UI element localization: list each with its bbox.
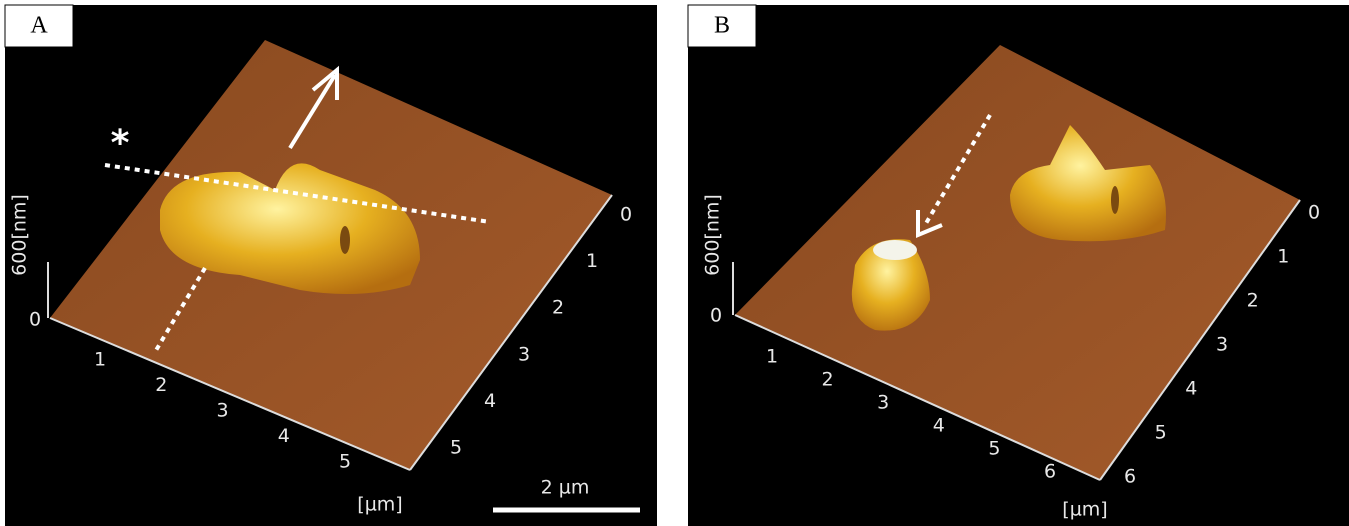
- y-tick-label: 2: [552, 297, 564, 319]
- y-tick-label: 4: [1185, 378, 1197, 400]
- y-tick-label: 4: [484, 390, 496, 412]
- y-tick-label: 5: [1155, 422, 1167, 444]
- y-tick-label: 0: [1308, 202, 1320, 224]
- y-tick-label: 5: [450, 437, 462, 459]
- y-tick-label: 6: [1124, 466, 1136, 488]
- z-axis-label: 600[nm]: [9, 194, 31, 276]
- pit: [1111, 186, 1119, 214]
- x-tick-label: 4: [278, 425, 290, 447]
- x-tick-label: 3: [877, 392, 889, 414]
- y-tick-label: 1: [1277, 246, 1289, 268]
- scale-bar-label: 2 µm: [541, 477, 590, 499]
- y-tick-label: 3: [1216, 334, 1228, 356]
- z-zero: 0: [710, 305, 722, 327]
- unit: [µm]: [357, 494, 402, 516]
- x-tick-label: 1: [766, 346, 778, 368]
- figure: * 600[nm] 0 [µm] 2 µm A 600[nm] 0 [µm] B…: [0, 0, 1349, 526]
- panel-a: * 600[nm] 0 [µm] 2 µm A: [5, 5, 657, 526]
- y-tick-label: 2: [1247, 290, 1259, 312]
- x-tick-label: 3: [216, 400, 228, 422]
- x-tick-label: 2: [155, 374, 167, 396]
- x-tick-label: 6: [1044, 461, 1056, 483]
- panel-label: B: [714, 13, 730, 39]
- pit: [340, 226, 350, 254]
- y-tick-label: 3: [518, 343, 530, 365]
- z-axis-label: 600[nm]: [702, 194, 724, 276]
- panel-label: A: [30, 13, 48, 39]
- z-zero: 0: [29, 309, 41, 331]
- cell-top: [873, 240, 917, 260]
- x-tick-label: 5: [988, 438, 1000, 460]
- y-tick-label: 0: [620, 204, 632, 226]
- panel-b: 600[nm] 0 [µm] B: [688, 5, 1349, 526]
- y-tick-label: 1: [586, 250, 598, 272]
- x-tick-label: 5: [339, 451, 351, 473]
- x-tick-label: 1: [94, 349, 106, 371]
- unit: [µm]: [1062, 499, 1107, 521]
- x-tick-label: 2: [822, 369, 834, 391]
- x-tick-label: 4: [933, 415, 945, 437]
- marker: *: [111, 123, 130, 164]
